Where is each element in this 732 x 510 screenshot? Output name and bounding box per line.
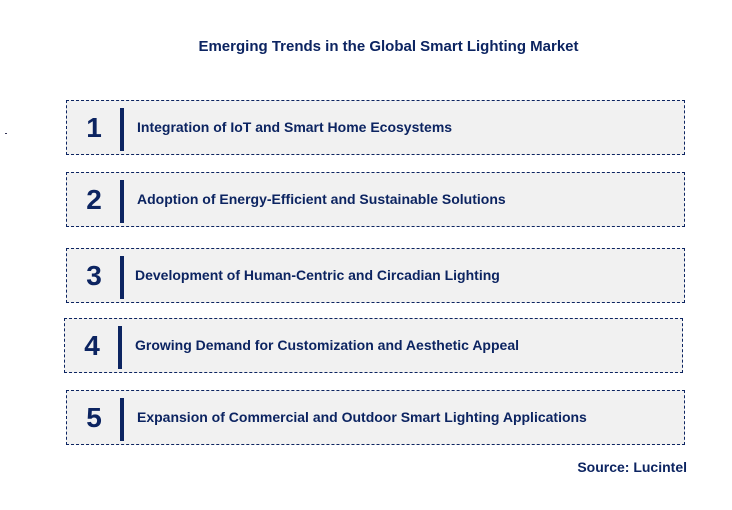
stray-mark — [5, 133, 7, 134]
trend-item-2: 2 Adoption of Energy-Efficient and Susta… — [66, 172, 685, 227]
trend-label: Development of Human-Centric and Circadi… — [135, 267, 500, 283]
trend-item-5: 5 Expansion of Commercial and Outdoor Sm… — [66, 390, 685, 445]
trend-number: 5 — [86, 402, 102, 433]
trend-number: 1 — [86, 112, 102, 143]
divider-bar — [118, 326, 122, 369]
trend-label: Expansion of Commercial and Outdoor Smar… — [137, 409, 587, 425]
divider-bar — [120, 180, 124, 223]
trend-item-1: 1 Integration of IoT and Smart Home Ecos… — [66, 100, 685, 155]
source-credit: Source: Lucintel — [577, 459, 687, 475]
trend-number: 4 — [84, 330, 100, 361]
trend-number: 2 — [86, 184, 102, 215]
trend-label: Adoption of Energy-Efficient and Sustain… — [137, 191, 506, 207]
divider-bar — [120, 256, 124, 299]
trend-item-4: 4 Growing Demand for Customization and A… — [64, 318, 683, 373]
trend-number: 3 — [86, 260, 102, 291]
diagram-title: Emerging Trends in the Global Smart Ligh… — [198, 38, 579, 55]
trend-item-3: 3 Development of Human-Centric and Circa… — [66, 248, 685, 303]
trend-label: Growing Demand for Customization and Aes… — [135, 337, 519, 353]
divider-bar — [120, 398, 124, 441]
trend-label: Integration of IoT and Smart Home Ecosys… — [137, 119, 453, 135]
divider-bar — [120, 108, 124, 151]
